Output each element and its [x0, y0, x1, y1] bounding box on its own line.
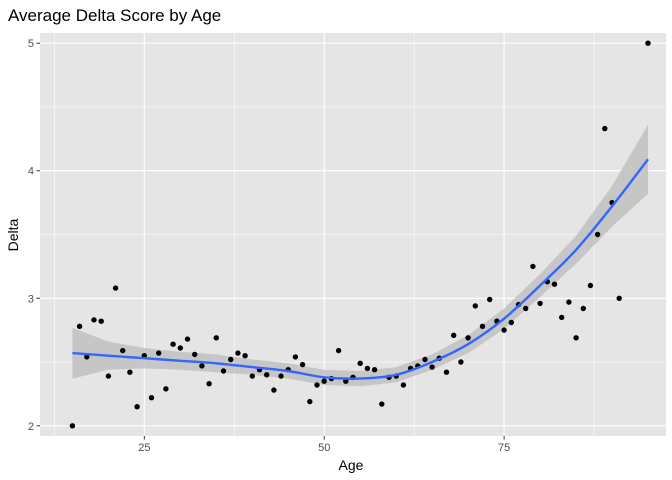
data-point — [487, 296, 493, 303]
data-point — [451, 332, 457, 338]
data-point — [235, 350, 241, 356]
data-point — [170, 341, 176, 347]
data-point — [278, 373, 284, 379]
data-point — [580, 305, 586, 312]
x-tick-label: 50 — [318, 442, 330, 454]
data-point — [199, 363, 205, 369]
data-point — [472, 303, 478, 309]
data-point — [508, 319, 514, 326]
x-axis: 25 50 75 — [138, 436, 510, 454]
data-point — [76, 323, 83, 329]
data-point — [84, 354, 90, 360]
data-point — [192, 351, 198, 358]
y-tick-label: 4 — [28, 166, 34, 178]
data-point — [335, 347, 342, 354]
data-point — [299, 361, 306, 368]
chart-title: Average Delta Score by Age — [8, 6, 221, 25]
confidence-ribbon — [72, 124, 648, 387]
y-tick-label: 2 — [28, 421, 34, 433]
data-point — [379, 401, 385, 407]
data-point — [573, 335, 579, 341]
data-point — [422, 356, 428, 363]
data-point — [429, 364, 435, 370]
smooth-line — [72, 158, 649, 380]
data-point — [530, 263, 536, 270]
grid-minor — [40, 33, 666, 436]
data-point — [616, 295, 622, 301]
data-point — [400, 382, 407, 388]
data-point — [594, 231, 601, 238]
x-tick-label: 75 — [498, 442, 510, 454]
data-point — [602, 125, 608, 132]
data-point — [551, 281, 558, 287]
data-point — [220, 368, 227, 374]
data-point — [98, 318, 104, 324]
data-point — [357, 360, 363, 366]
grid-major — [40, 33, 666, 436]
y-tick-label: 3 — [28, 293, 34, 305]
y-axis: 2 3 4 5 — [28, 38, 40, 433]
data-point — [314, 382, 320, 388]
data-point — [156, 350, 162, 356]
data-point — [242, 353, 248, 359]
data-points — [69, 40, 651, 429]
data-point — [91, 317, 97, 323]
data-point — [321, 378, 327, 384]
data-point — [69, 423, 76, 429]
data-point — [213, 335, 219, 341]
data-point — [645, 40, 651, 46]
data-point — [120, 347, 126, 354]
data-point — [458, 359, 464, 365]
data-point — [228, 356, 234, 363]
data-point — [184, 336, 191, 342]
x-axis-title: Age — [339, 457, 364, 473]
data-point — [163, 386, 169, 392]
data-point — [307, 398, 313, 405]
data-point — [148, 395, 155, 401]
y-axis-title: Delta — [5, 218, 21, 251]
data-point — [127, 369, 133, 375]
data-point — [371, 367, 378, 373]
y-tick-label: 5 — [28, 38, 34, 50]
data-point — [443, 369, 450, 375]
data-point — [206, 381, 212, 387]
data-point — [177, 345, 183, 351]
data-point — [559, 314, 565, 321]
data-point — [271, 387, 277, 393]
data-point — [112, 285, 119, 291]
data-point — [249, 373, 255, 379]
data-point — [134, 404, 140, 410]
data-point — [479, 323, 486, 329]
data-point — [587, 282, 594, 289]
data-point — [364, 365, 371, 372]
data-point — [566, 299, 572, 305]
x-tick-label: 25 — [138, 442, 150, 454]
data-point — [523, 305, 529, 312]
data-point — [465, 335, 471, 341]
data-point — [501, 327, 507, 333]
data-point — [105, 373, 112, 379]
data-point — [292, 354, 299, 360]
data-point — [537, 300, 543, 307]
data-point — [264, 372, 270, 378]
